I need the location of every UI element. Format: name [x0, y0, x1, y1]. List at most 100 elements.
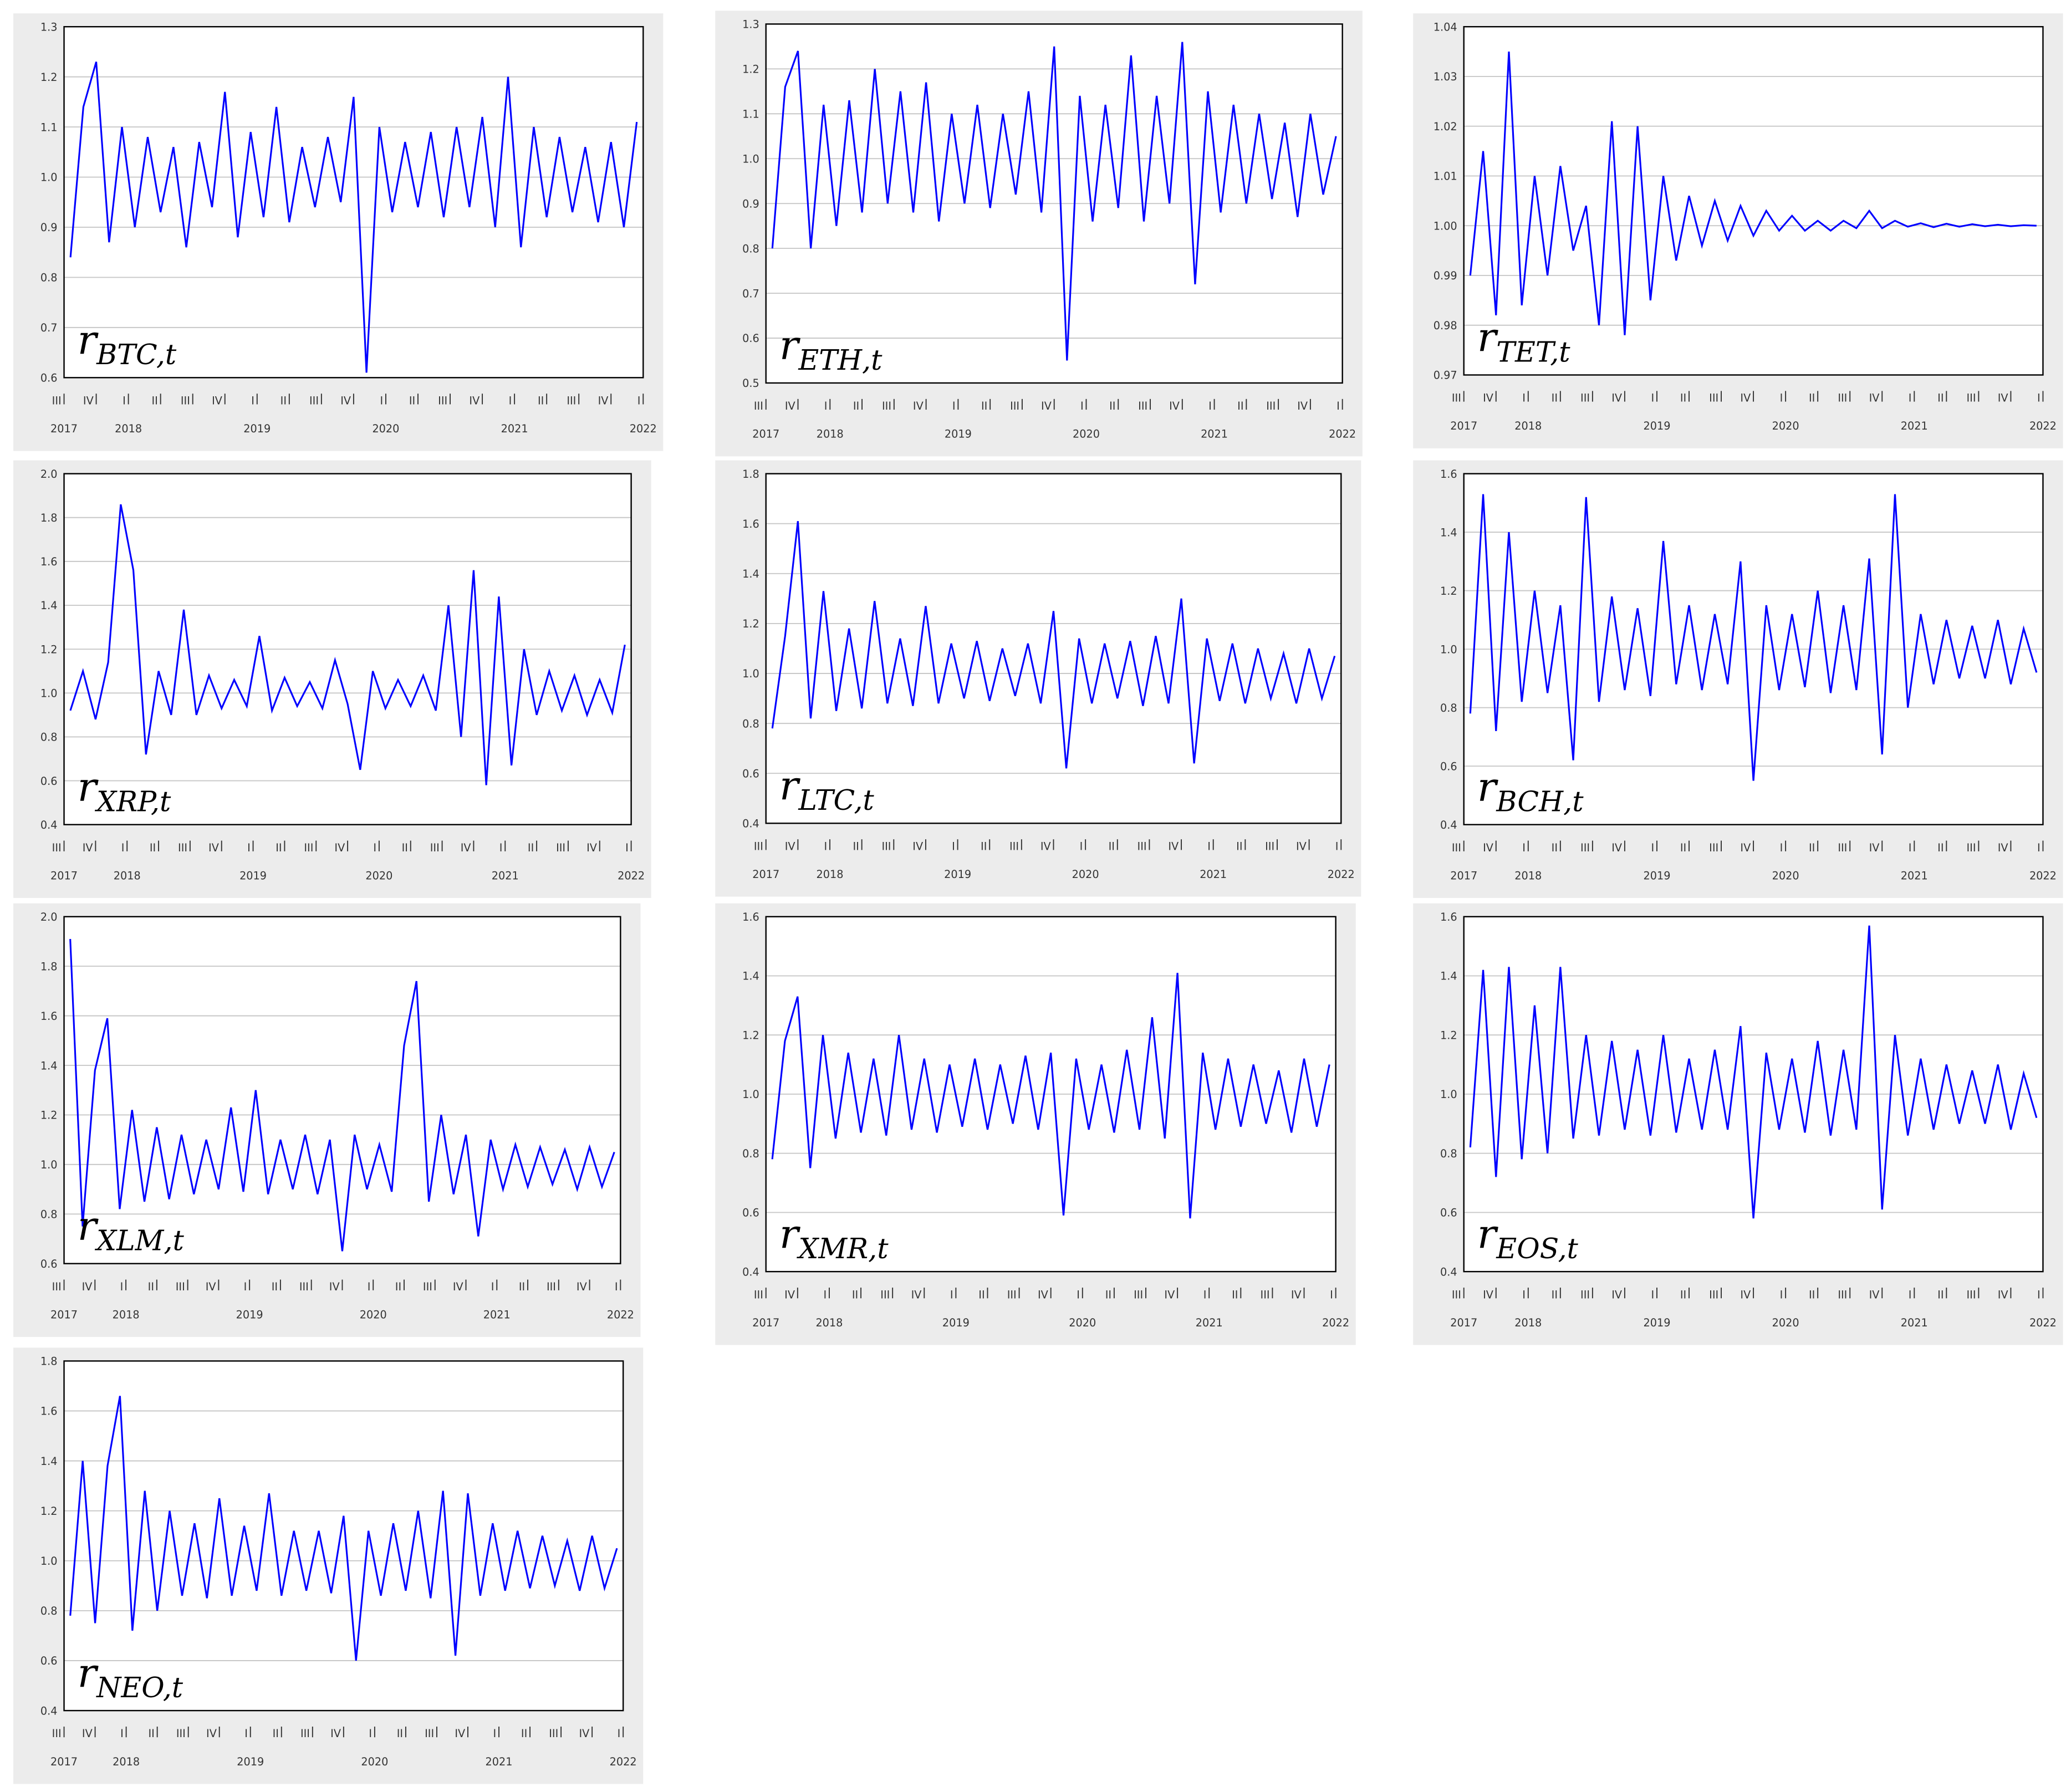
x-tick-label: I — [1909, 392, 1912, 405]
x-tick-label: III — [52, 1280, 62, 1293]
x-tick-label: IV — [1611, 392, 1623, 405]
x-tick-label: I — [1780, 841, 1783, 854]
y-tick-label: 1.1 — [40, 121, 58, 134]
x-tick-label: III — [1967, 841, 1976, 854]
x-tick-label: II — [409, 394, 415, 407]
x-tick-label: I — [824, 840, 828, 852]
year-label: 2021 — [1901, 869, 1928, 882]
x-tick-label: III — [299, 1280, 309, 1293]
x-tick-label: II — [402, 841, 408, 854]
year-label: 2020 — [1772, 1316, 1799, 1329]
series-subscript: XMR,t — [796, 1232, 889, 1265]
year-label: 2018 — [113, 1755, 140, 1768]
x-tick-label: I — [244, 1280, 247, 1293]
year-label: 2022 — [630, 422, 657, 435]
x-tick-label: IV — [1041, 400, 1052, 412]
y-tick-label: 0.4 — [40, 1704, 58, 1717]
year-label: 2020 — [1772, 869, 1799, 882]
x-tick-label: I — [1080, 840, 1083, 852]
x-tick-label: III — [178, 841, 187, 854]
x-tick-label: III — [1967, 392, 1976, 405]
x-tick-label: I — [1780, 1288, 1783, 1301]
series-subscript: LTC,t — [798, 784, 874, 816]
series-subscript: EOS,t — [1496, 1232, 1578, 1265]
x-tick-label: II — [148, 1280, 154, 1293]
x-tick-label: III — [567, 394, 576, 407]
plot-area — [766, 473, 1341, 824]
x-tick-label: II — [853, 840, 859, 852]
x-tick-label: II — [538, 394, 544, 407]
x-tick-label: III — [1266, 400, 1276, 412]
year-label: 2017 — [1450, 1316, 1477, 1329]
x-tick-label: IV — [469, 394, 480, 407]
x-tick-label: III — [1838, 392, 1847, 405]
y-tick-label: 1.4 — [742, 568, 759, 580]
year-label: 2018 — [1514, 1316, 1542, 1329]
y-tick-label: 1.0 — [1440, 643, 1457, 656]
year-label: 2017 — [752, 868, 779, 881]
y-tick-label: 1.0 — [742, 1088, 759, 1101]
y-tick-label: 1.0 — [1440, 1088, 1457, 1101]
y-tick-label: 0.6 — [1440, 760, 1457, 773]
y-tick-label: 0.8 — [40, 731, 58, 744]
x-tick-label: IV — [586, 841, 598, 854]
x-tick-label: IV — [784, 1288, 795, 1301]
x-tick-label: I — [823, 1288, 827, 1301]
x-tick-label: II — [1109, 400, 1115, 412]
x-tick-label: II — [1809, 1288, 1815, 1301]
x-tick-label: IV — [455, 1727, 466, 1740]
x-tick-label: II — [521, 1727, 527, 1740]
x-tick-label: II — [397, 1727, 403, 1740]
year-label: 2021 — [1201, 428, 1228, 441]
year-label: 2018 — [1514, 869, 1542, 882]
y-tick-label: 0.9 — [742, 197, 759, 210]
x-tick-label: III — [181, 394, 190, 407]
x-tick-label: III — [1137, 840, 1147, 852]
year-label: 2022 — [2029, 420, 2057, 432]
x-tick-label: I — [1207, 840, 1211, 852]
y-tick-label: 1.02 — [1434, 120, 1457, 133]
x-tick-label: I — [952, 400, 956, 412]
y-tick-label: 1.4 — [742, 970, 759, 983]
year-label: 2020 — [1069, 1316, 1096, 1329]
x-tick-label: I — [950, 1288, 953, 1301]
series-label: rETH,t — [779, 323, 883, 376]
x-tick-label: II — [150, 841, 156, 854]
x-tick-label: I — [1909, 841, 1912, 854]
series-label: rBTC,t — [78, 317, 177, 371]
y-tick-label: 1.8 — [742, 468, 759, 481]
y-tick-label: 0.8 — [742, 717, 759, 730]
x-tick-label: IV — [206, 1727, 217, 1740]
year-label: 2021 — [1200, 868, 1227, 881]
x-tick-label: IV — [1040, 840, 1052, 852]
series-subscript: XRP,t — [94, 785, 171, 818]
x-tick-label: III — [882, 400, 891, 412]
y-tick-label: 0.8 — [1440, 702, 1457, 714]
x-tick-label: III — [880, 1288, 890, 1301]
x-tick-label: III — [556, 841, 565, 854]
x-tick-label: III — [52, 841, 62, 854]
x-tick-label: I — [491, 1280, 494, 1293]
x-tick-label: II — [853, 400, 859, 412]
year-label: 2020 — [1772, 420, 1799, 432]
series-symbol: r — [1477, 314, 1499, 361]
x-tick-label: IV — [913, 400, 924, 412]
x-tick-label: II — [1552, 841, 1558, 854]
year-label: 2017 — [50, 422, 78, 435]
series-line — [69, 504, 626, 785]
x-tick-label: I — [618, 1727, 621, 1740]
plot-frame — [63, 473, 632, 825]
year-label: 2018 — [113, 1308, 140, 1321]
y-tick-label: 1.6 — [40, 555, 58, 568]
y-tick-label: 1.01 — [1434, 170, 1457, 183]
y-tick-label: 1.6 — [40, 1405, 58, 1418]
year-label: 2021 — [1196, 1316, 1223, 1329]
plot-frame — [765, 916, 1337, 1273]
x-tick-label: II — [978, 1288, 985, 1301]
x-tick-label: IV — [1291, 1288, 1302, 1301]
y-tick-label: 0.6 — [40, 372, 58, 385]
y-tick-label: 0.7 — [40, 321, 58, 334]
